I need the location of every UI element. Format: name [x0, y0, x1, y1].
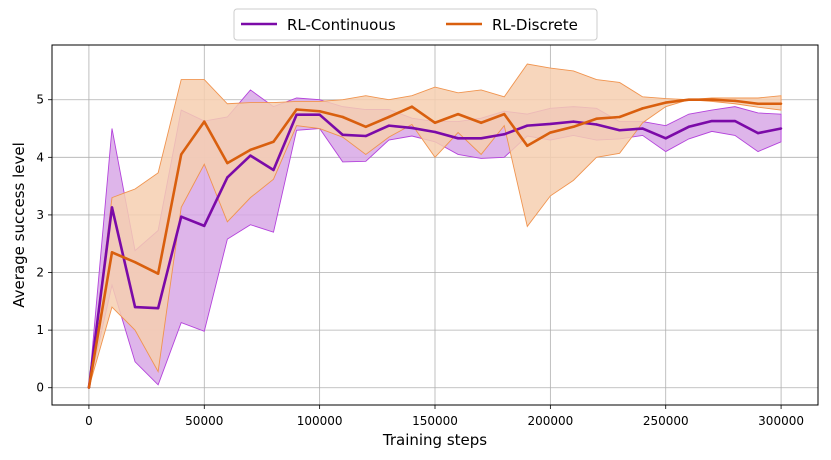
- y-tick-label: 5: [36, 93, 44, 107]
- point-rl-continuous: [687, 125, 690, 128]
- point-rl-discrete: [433, 121, 437, 124]
- point-rl-discrete: [756, 102, 760, 105]
- point-rl-discrete: [341, 115, 344, 119]
- point-rl-continuous: [710, 119, 714, 123]
- point-rl-discrete: [479, 121, 483, 124]
- point-rl-continuous: [364, 134, 367, 138]
- point-rl-continuous: [226, 176, 229, 179]
- point-rl-discrete: [641, 107, 644, 110]
- y-tick-label: 0: [36, 381, 44, 395]
- point-rl-continuous: [549, 122, 552, 126]
- point-rl-continuous: [572, 120, 575, 123]
- point-rl-continuous: [756, 131, 760, 135]
- point-rl-discrete: [549, 131, 552, 134]
- point-rl-discrete: [110, 251, 114, 254]
- point-rl-discrete: [272, 140, 275, 143]
- point-rl-discrete: [87, 386, 91, 389]
- point-rl-continuous: [733, 119, 737, 123]
- point-rl-continuous: [433, 130, 437, 134]
- point-rl-discrete: [180, 153, 183, 156]
- point-rl-continuous: [180, 215, 183, 218]
- x-tick-label: 300000: [758, 414, 804, 428]
- point-rl-continuous: [779, 127, 783, 130]
- series-lines: [87, 98, 783, 389]
- x-tick-label: 50000: [185, 414, 223, 428]
- point-rl-continuous: [618, 129, 621, 132]
- point-rl-discrete: [526, 144, 529, 147]
- x-axis-label: Training steps: [382, 431, 487, 449]
- point-rl-continuous: [526, 124, 529, 127]
- point-rl-discrete: [779, 102, 783, 105]
- point-rl-continuous: [664, 137, 667, 140]
- point-rl-continuous: [387, 124, 391, 127]
- point-rl-discrete: [456, 112, 460, 116]
- legend: RL-Continuous RL-Discrete: [233, 8, 598, 41]
- x-tick-label: 250000: [643, 414, 689, 428]
- y-axis-label: Average success level: [10, 142, 28, 307]
- point-rl-continuous: [641, 127, 644, 130]
- x-tick-label: 0: [85, 414, 93, 428]
- point-rl-continuous: [249, 154, 252, 157]
- point-rl-discrete: [318, 110, 321, 113]
- point-rl-continuous: [595, 123, 598, 126]
- point-rl-discrete: [156, 272, 160, 275]
- axis-ticks: 0 50000 100000 150000 200000 250000 300000 0 1 2 3…: [36, 93, 804, 428]
- point-rl-discrete: [249, 148, 252, 152]
- legend-label-rl-continuous: RL-Continuous: [287, 16, 396, 34]
- legend-box: [233, 8, 598, 41]
- y-tick-label: 4: [36, 150, 44, 164]
- y-tick-label: 1: [36, 323, 44, 337]
- point-rl-discrete: [387, 115, 391, 119]
- point-rl-discrete: [572, 125, 575, 128]
- x-tick-label: 100000: [297, 414, 343, 428]
- point-rl-continuous: [156, 307, 160, 310]
- point-rl-continuous: [341, 133, 344, 137]
- x-tick-label: 150000: [412, 414, 458, 428]
- point-rl-continuous: [272, 168, 275, 172]
- point-rl-continuous: [410, 126, 414, 130]
- point-rl-continuous: [203, 224, 206, 228]
- y-tick-label: 2: [36, 266, 44, 280]
- point-rl-discrete: [503, 112, 506, 116]
- point-rl-discrete: [410, 105, 414, 108]
- point-rl-discrete: [295, 108, 298, 111]
- point-rl-discrete: [364, 125, 367, 128]
- point-rl-discrete: [133, 260, 137, 264]
- point-rl-continuous: [456, 137, 460, 140]
- point-rl-continuous: [503, 133, 506, 136]
- legend-label-rl-discrete: RL-Discrete: [492, 16, 578, 34]
- point-rl-continuous: [479, 137, 483, 140]
- point-rl-discrete: [733, 99, 737, 103]
- point-rl-continuous: [295, 113, 298, 116]
- point-rl-discrete: [618, 115, 621, 119]
- point-rl-continuous: [133, 305, 137, 309]
- point-rl-continuous: [110, 206, 114, 209]
- point-rl-discrete: [226, 161, 229, 165]
- point-rl-discrete: [203, 120, 206, 123]
- point-rl-discrete: [710, 98, 714, 101]
- point-rl-discrete: [687, 98, 690, 101]
- x-tick-label: 200000: [527, 414, 573, 428]
- point-rl-discrete: [595, 117, 598, 120]
- point-rl-discrete: [664, 101, 667, 104]
- point-rl-continuous: [318, 113, 321, 116]
- y-tick-label: 3: [36, 208, 44, 222]
